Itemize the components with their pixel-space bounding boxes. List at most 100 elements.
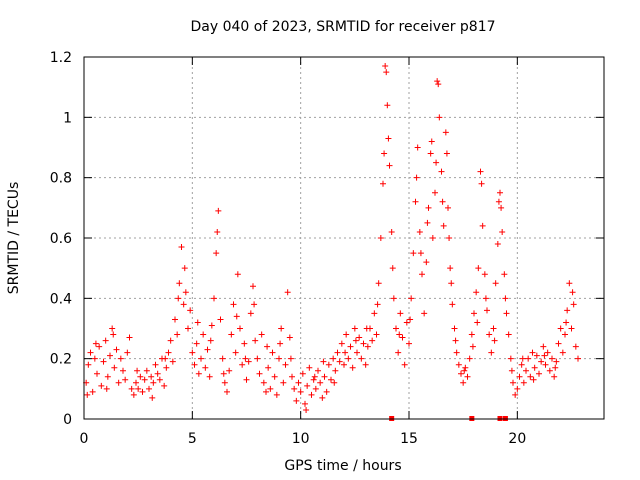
data-point	[260, 379, 267, 386]
data-point	[436, 114, 443, 121]
data-point	[540, 343, 547, 350]
data-point	[195, 370, 202, 377]
data-point	[559, 349, 566, 356]
data-point	[141, 376, 148, 383]
data-point	[434, 78, 441, 85]
chart-title: Day 040 of 2023, SRMTID for receiver p81…	[190, 19, 495, 35]
y-tick-label: 0.2	[50, 352, 72, 368]
data-point	[146, 385, 152, 392]
data-point	[107, 352, 113, 359]
data-point	[474, 319, 481, 326]
data-point	[162, 355, 169, 362]
data-point	[440, 222, 447, 229]
data-point	[536, 370, 542, 377]
data-point	[256, 370, 263, 377]
data-point	[458, 370, 464, 377]
data-point	[213, 250, 220, 257]
data-point	[130, 391, 137, 398]
data-point	[181, 265, 188, 272]
data-point	[477, 168, 484, 175]
data-point	[530, 376, 537, 383]
data-point	[221, 379, 228, 386]
data-point	[111, 364, 118, 371]
data-point	[133, 379, 139, 386]
data-point	[293, 397, 300, 404]
data-point	[525, 355, 532, 362]
data-point	[362, 361, 369, 368]
data-point	[310, 376, 317, 383]
data-point	[189, 349, 196, 356]
data-point	[91, 355, 98, 362]
data-point	[182, 289, 189, 296]
data-point	[449, 301, 456, 308]
data-point	[94, 370, 100, 377]
data-point	[258, 331, 265, 338]
data-point	[242, 355, 249, 362]
data-point	[89, 388, 96, 395]
data-point	[239, 361, 246, 368]
data-point	[232, 349, 239, 356]
data-point	[156, 376, 163, 383]
data-point	[403, 319, 410, 326]
data-point	[497, 189, 503, 196]
data-point	[137, 373, 144, 380]
data-point	[176, 280, 183, 287]
data-point	[352, 337, 359, 344]
data-point	[321, 373, 328, 380]
data-point	[287, 355, 294, 362]
data-point	[174, 331, 181, 338]
data-point	[503, 310, 510, 317]
data-point	[505, 331, 512, 338]
data-point	[568, 325, 575, 332]
data-point	[501, 271, 508, 278]
data-point	[546, 367, 553, 374]
data-point	[100, 358, 107, 365]
data-point	[286, 334, 293, 341]
x-tick-label: 20	[508, 431, 526, 447]
data-point	[126, 334, 133, 341]
data-point	[267, 385, 274, 392]
data-point	[233, 313, 240, 320]
data-point	[226, 367, 233, 374]
data-point	[413, 174, 420, 181]
data-point	[325, 361, 332, 368]
data-point	[570, 301, 577, 308]
data-point	[334, 349, 341, 356]
data-point	[507, 355, 514, 362]
data-point	[447, 265, 454, 272]
data-point	[110, 331, 117, 338]
data-point	[557, 325, 564, 332]
data-point	[207, 337, 214, 344]
data-point	[416, 228, 423, 235]
data-point	[180, 301, 187, 308]
data-point	[128, 385, 135, 392]
data-point	[172, 316, 178, 323]
data-point	[342, 349, 349, 356]
data-point	[495, 198, 502, 205]
data-point	[214, 228, 221, 235]
data-point	[84, 391, 91, 398]
data-point	[328, 376, 334, 383]
data-point	[282, 361, 289, 368]
data-point	[564, 307, 571, 314]
data-point	[109, 325, 116, 332]
data-point	[461, 367, 468, 374]
x-tick-label: 0	[80, 431, 89, 447]
data-point	[271, 373, 278, 380]
data-point	[442, 129, 449, 136]
data-point	[202, 364, 209, 371]
data-point	[393, 325, 399, 332]
data-point	[466, 355, 473, 362]
data-point	[306, 364, 313, 371]
y-tick-label: 0.4	[50, 291, 72, 307]
data-point	[234, 271, 241, 278]
data-point	[243, 376, 250, 383]
y-tick-label: 0.8	[50, 171, 72, 187]
data-point	[364, 343, 371, 350]
data-point	[124, 349, 131, 356]
data-point	[373, 331, 380, 338]
data-point	[448, 280, 455, 287]
data-point	[428, 138, 435, 145]
data-point	[154, 370, 161, 377]
